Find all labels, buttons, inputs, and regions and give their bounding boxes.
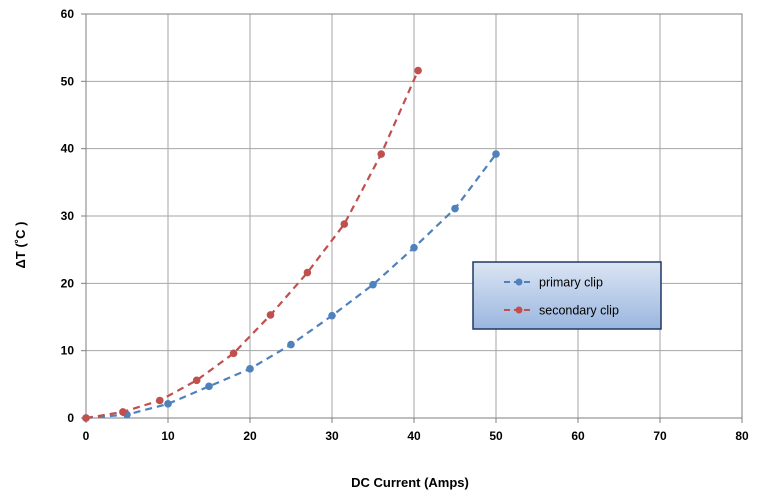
data-point [82, 414, 90, 422]
y-tick-label: 0 [67, 411, 74, 425]
data-point [369, 280, 377, 289]
legend-label-secondary: secondary clip [539, 304, 619, 318]
legend-marker-secondary [515, 306, 523, 314]
data-point [119, 408, 127, 416]
x-tick-label: 70 [653, 429, 667, 443]
x-tick-label: 30 [325, 429, 339, 443]
legend-box [472, 261, 662, 330]
data-point [246, 365, 254, 373]
data-point [287, 340, 295, 349]
x-tick-label: 40 [407, 429, 421, 443]
legend-label-primary: primary clip [539, 276, 603, 290]
data-point [205, 382, 213, 391]
legend-marker-primary [515, 278, 523, 286]
gridlines [85, 13, 743, 419]
data-point [410, 243, 418, 252]
x-axis-title: DC Current (Amps) [351, 475, 469, 490]
series-secondary-clip [82, 66, 422, 422]
x-tick-label: 0 [83, 429, 90, 443]
y-tick-label: 20 [61, 276, 75, 290]
data-point [328, 311, 336, 320]
x-tick-label: 20 [243, 429, 257, 443]
y-axis-title: ΔT (˚C ) [13, 222, 28, 269]
x-tick-label: 10 [161, 429, 175, 443]
x-tick-label: 80 [735, 429, 749, 443]
data-point [266, 311, 275, 319]
data-point [164, 400, 172, 408]
y-tick-label: 30 [61, 209, 75, 223]
y-tick-label: 50 [61, 74, 75, 88]
series-primary-clip [82, 150, 500, 422]
legend: primary clip secondary clip [472, 261, 662, 330]
data-point [229, 349, 238, 358]
data-point [192, 376, 201, 385]
series-line [85, 153, 497, 420]
data-point [156, 396, 164, 405]
y-tick-label: 40 [61, 142, 75, 156]
x-tick-label: 50 [489, 429, 503, 443]
data-point [303, 268, 312, 277]
data-point [377, 150, 386, 158]
y-tick-label: 60 [61, 7, 75, 21]
data-point [414, 66, 422, 75]
data-point [492, 150, 500, 158]
y-tick-label: 10 [61, 344, 75, 358]
x-tick-label: 60 [571, 429, 585, 443]
series [82, 66, 500, 422]
data-point [451, 204, 459, 213]
series-line [85, 70, 420, 420]
axis-ticks: 0 10 20 30 40 50 60 70 80 0 10 20 30 40 50 60 [61, 7, 749, 443]
data-point [340, 220, 349, 228]
